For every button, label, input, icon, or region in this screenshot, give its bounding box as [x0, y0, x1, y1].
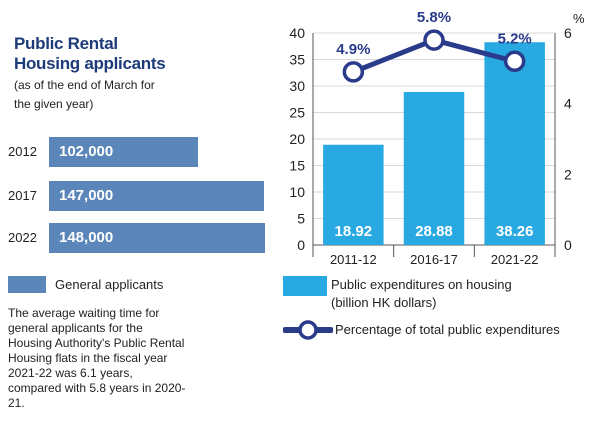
percentage-label: 5.2%	[498, 30, 532, 47]
bar-value-label: 28.88	[415, 223, 453, 240]
subtitle: (as of the end of March for the given ye…	[14, 76, 184, 114]
left-axis-tick-label: 0	[297, 237, 305, 253]
percentage-point	[503, 50, 526, 73]
hbar-bar: 147,000	[49, 181, 264, 211]
hbar-value-label: 147,000	[59, 187, 114, 204]
left-axis-tick-label: 5	[297, 211, 305, 227]
hbar-year-label: 2017	[8, 188, 37, 203]
title-line-1: Public Rental	[14, 34, 118, 53]
waiting-time-note: The average waiting time for general app…	[8, 306, 186, 410]
percentage-legend-marker	[283, 320, 333, 340]
general-applicants-legend-swatch	[8, 276, 46, 293]
expenditure-legend-swatch	[283, 276, 327, 296]
bar-value-label: 38.26	[496, 223, 534, 240]
percentage-label: 4.9%	[336, 41, 370, 58]
right-axis-tick-label: 2	[564, 166, 572, 182]
bar-value-label: 18.92	[335, 223, 373, 240]
general-applicants-legend-label: General applicants	[55, 277, 164, 292]
subtitle-line-1: (as of the end of March for	[14, 78, 155, 92]
expenditure-legend-line-1: Public expenditures on housing	[331, 277, 512, 292]
expenditure-legend-label: Public expenditures on housing (billion …	[331, 276, 512, 312]
right-axis-unit: %	[573, 11, 585, 26]
hbar-value-label: 102,000	[59, 143, 114, 160]
percentage-point	[342, 61, 365, 83]
right-axis-tick-label: 6	[564, 25, 572, 41]
percentage-legend-label: Percentage of total public expenditures	[335, 322, 560, 337]
title-line-2: Housing applicants	[14, 54, 166, 73]
right-axis-tick-label: 4	[564, 96, 572, 112]
left-axis-tick-label: 40	[289, 25, 305, 41]
right-axis-tick-label: 0	[564, 237, 572, 253]
expenditure-legend-line-2: (billion HK dollars)	[331, 295, 437, 310]
left-axis-tick-label: 20	[289, 131, 305, 147]
left-axis-tick-label: 35	[289, 52, 305, 68]
percentage-point	[423, 29, 445, 51]
left-axis-tick-label: 15	[289, 158, 305, 174]
hbar-year-label: 2012	[8, 144, 37, 159]
expenditure-bar	[484, 42, 545, 245]
hbar-value-label: 148,000	[59, 229, 114, 246]
hbar-bar: 148,000	[49, 223, 265, 253]
x-axis-category-label: 2016-17	[410, 252, 458, 267]
expenditure-bar	[323, 144, 384, 245]
chart-title: Public Rental Housing applicants	[14, 34, 166, 74]
x-axis-category-label: 2011-12	[330, 252, 377, 267]
x-axis-category-label: 2021-22	[491, 252, 539, 267]
left-axis-tick-label: 25	[289, 105, 305, 121]
hbar-year-label: 2022	[8, 230, 37, 245]
expenditure-bar	[403, 91, 465, 245]
left-axis-tick-label: 30	[289, 78, 305, 94]
percentage-label: 5.8%	[417, 9, 451, 26]
subtitle-line-2: the given year)	[14, 97, 94, 111]
hbar-bar: 102,000	[49, 137, 198, 167]
left-axis-tick-label: 10	[289, 184, 305, 200]
